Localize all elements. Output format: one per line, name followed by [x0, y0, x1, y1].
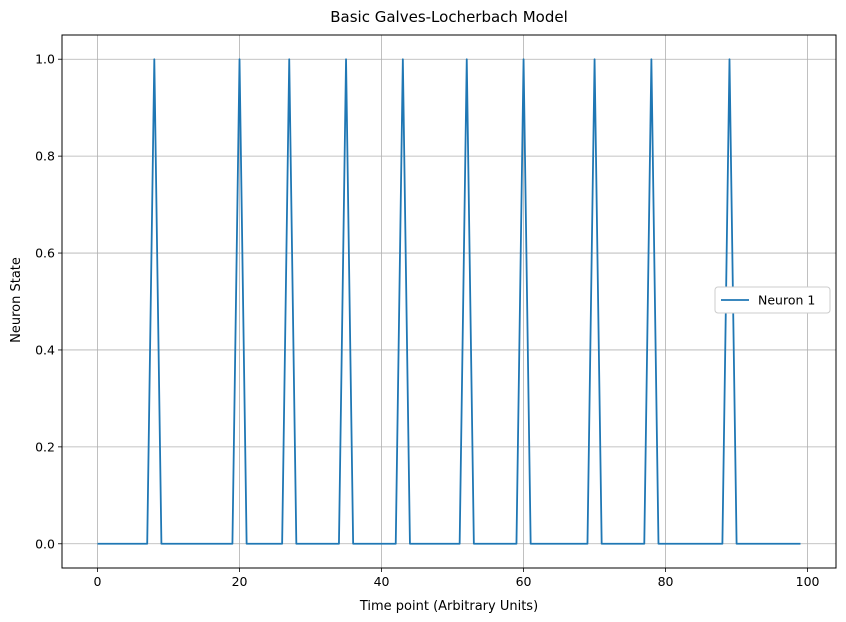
legend-box	[714, 286, 831, 314]
y-tick-label: 0.0	[35, 536, 55, 551]
x-tick-label: 40	[374, 574, 390, 589]
y-axis-label: Neuron State	[9, 257, 24, 343]
plot-frame	[61, 34, 837, 569]
x-tick-label: 0	[94, 574, 102, 589]
x-axis-label: Time point (Arbitrary Units)	[359, 599, 538, 614]
y-tick-label: 1.0	[35, 52, 55, 67]
ticks: 0 20 40 60 80 100 0.0 0.2 0.4 0.6 0.8 1.0	[35, 52, 819, 589]
y-tick-label: 0.6	[35, 246, 55, 261]
x-tick-label: 80	[658, 574, 674, 589]
x-tick-label: 20	[232, 574, 248, 589]
x-tick-label: 100	[796, 574, 820, 589]
y-tick-label: 0.2	[35, 439, 55, 454]
legend: Neuron 1	[714, 286, 831, 314]
series-line-neuron-1	[97, 58, 801, 545]
legend-label-neuron-1: Neuron 1	[758, 293, 815, 308]
series-group	[97, 58, 801, 545]
y-tick-label: 0.4	[35, 342, 55, 357]
y-tick-label: 0.8	[35, 149, 55, 164]
chart-title: Basic Galves-Locherbach Model	[330, 8, 568, 26]
x-tick-label: 60	[516, 574, 532, 589]
